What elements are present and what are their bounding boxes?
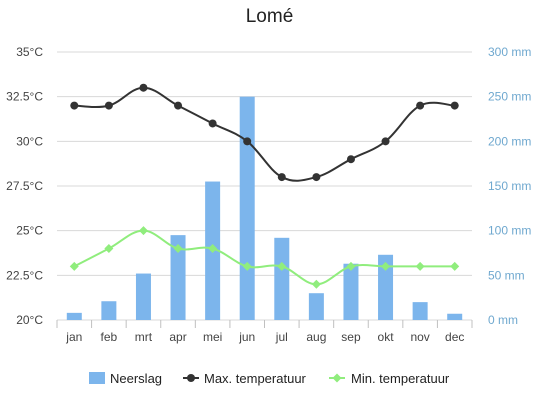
point-min-temperatuur	[450, 261, 460, 271]
line-min-temperatuur	[73, 229, 455, 286]
legend-label-min: Min. temperatuur	[351, 371, 450, 386]
axes: 20°C 0 mm 22.5°C 50 mm 25°C 100 mm 27.5°C 150 m…	[6, 45, 531, 344]
point-max-temperatuur	[104, 101, 113, 110]
point-min-temperatuur	[104, 244, 114, 254]
point-min-temperatuur	[69, 261, 79, 271]
point-min-temperatuur	[381, 261, 391, 271]
point-max-temperatuur	[70, 101, 79, 110]
y-right-tick-label: 300 mm	[488, 45, 531, 59]
bar-neerslag	[343, 263, 359, 320]
bar-neerslag	[308, 293, 324, 320]
x-tick-label: jul	[275, 330, 288, 344]
x-tick-label: dec	[445, 330, 464, 344]
legend-marker-min	[332, 373, 342, 383]
x-tick-label: mrt	[135, 330, 153, 344]
line-series	[69, 83, 460, 289]
bar-neerslag	[412, 302, 428, 320]
y-left-tick-label: 22.5°C	[6, 268, 43, 282]
grid-lines	[57, 51, 472, 321]
chart-title: Lomé	[245, 6, 294, 27]
bar-neerslag	[274, 237, 290, 320]
x-tick-label: okt	[378, 330, 395, 344]
x-tick-label: nov	[410, 330, 429, 344]
point-min-temperatuur	[277, 261, 287, 271]
y-left-tick-label: 20°C	[16, 313, 43, 327]
point-min-temperatuur	[208, 244, 218, 254]
y-left-tick-label: 35°C	[16, 45, 43, 59]
bar-neerslag	[101, 301, 117, 320]
legend-marker-max	[187, 374, 195, 382]
y-right-tick-label: 200 mm	[488, 134, 531, 148]
x-tick-label: sep	[341, 330, 361, 344]
y-left-tick-label: 27.5°C	[6, 179, 43, 193]
legend[interactable]: Neerslag Max. temperatuur Min. temperatuur	[89, 371, 450, 386]
legend-label-max: Max. temperatuur	[204, 371, 307, 386]
x-tick-label: mei	[203, 330, 222, 344]
y-right-tick-label: 50 mm	[488, 268, 525, 282]
bar-series	[66, 96, 463, 321]
point-max-temperatuur	[381, 137, 390, 146]
point-max-temperatuur	[416, 101, 425, 110]
point-min-temperatuur	[173, 244, 183, 254]
bar-neerslag	[239, 96, 255, 321]
point-max-temperatuur	[174, 101, 183, 110]
point-max-temperatuur	[346, 155, 355, 164]
point-max-temperatuur	[277, 173, 286, 182]
y-right-tick-label: 0 mm	[488, 313, 518, 327]
point-min-temperatuur	[138, 226, 148, 236]
y-right-tick-label: 150 mm	[488, 179, 531, 193]
x-tick-label: apr	[169, 330, 186, 344]
point-min-temperatuur	[346, 261, 356, 271]
point-max-temperatuur	[450, 101, 459, 110]
point-max-temperatuur	[139, 83, 148, 92]
bar-neerslag	[170, 235, 186, 320]
legend-bar-swatch	[89, 372, 105, 384]
point-max-temperatuur	[243, 137, 252, 146]
bar-neerslag	[378, 254, 394, 320]
y-right-tick-label: 100 mm	[488, 224, 531, 238]
x-tick-label: jan	[65, 330, 82, 344]
x-tick-label: aug	[306, 330, 326, 344]
bar-neerslag	[135, 273, 151, 320]
y-right-tick-label: 250 mm	[488, 90, 531, 104]
point-min-temperatuur	[415, 261, 425, 271]
point-min-temperatuur	[311, 279, 321, 289]
y-left-tick-label: 30°C	[16, 134, 43, 148]
line-max-temperatuur	[74, 86, 455, 182]
bar-neerslag	[447, 313, 463, 320]
x-tick-label: feb	[101, 330, 118, 344]
point-min-temperatuur	[242, 261, 252, 271]
point-max-temperatuur	[208, 119, 217, 128]
y-left-tick-label: 32.5°C	[6, 90, 43, 104]
legend-label-neerslag: Neerslag	[110, 371, 162, 386]
bar-neerslag	[66, 312, 82, 320]
x-tick-label: jun	[238, 330, 255, 344]
point-max-temperatuur	[312, 173, 321, 182]
y-left-tick-label: 25°C	[16, 224, 43, 238]
